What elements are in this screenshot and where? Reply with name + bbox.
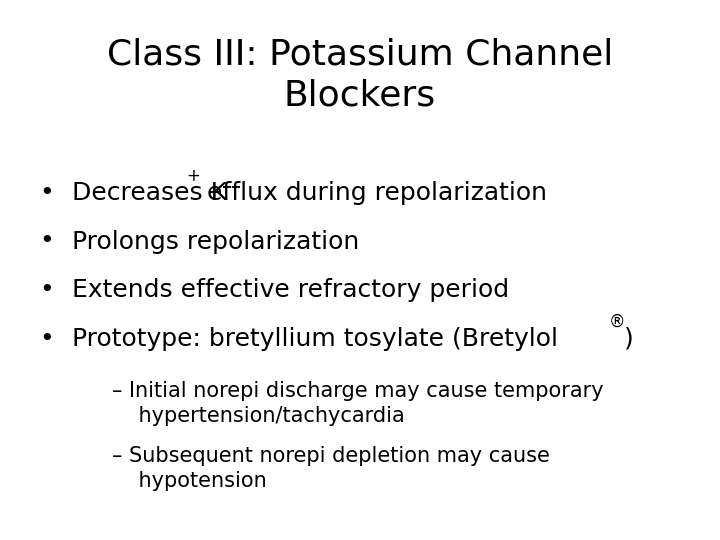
Text: efflux during repolarization: efflux during repolarization [199,181,546,205]
Text: •: • [40,278,54,302]
Text: Prolongs repolarization: Prolongs repolarization [72,230,359,253]
Text: ®: ® [608,313,625,331]
Text: +: + [186,167,199,185]
Text: •: • [40,230,54,253]
Text: – Subsequent norepi depletion may cause
    hypotension: – Subsequent norepi depletion may cause … [112,446,549,491]
Text: ): ) [624,327,634,350]
Text: – Initial norepi discharge may cause temporary
    hypertension/tachycardia: – Initial norepi discharge may cause tem… [112,381,603,426]
Text: •: • [40,327,54,350]
Text: Decreases K: Decreases K [72,181,227,205]
Text: Extends effective refractory period: Extends effective refractory period [72,278,509,302]
Text: •: • [40,181,54,205]
Text: Class III: Potassium Channel
Blockers: Class III: Potassium Channel Blockers [107,38,613,112]
Text: Prototype: bretyllium tosylate (Bretylol: Prototype: bretyllium tosylate (Bretylol [72,327,558,350]
